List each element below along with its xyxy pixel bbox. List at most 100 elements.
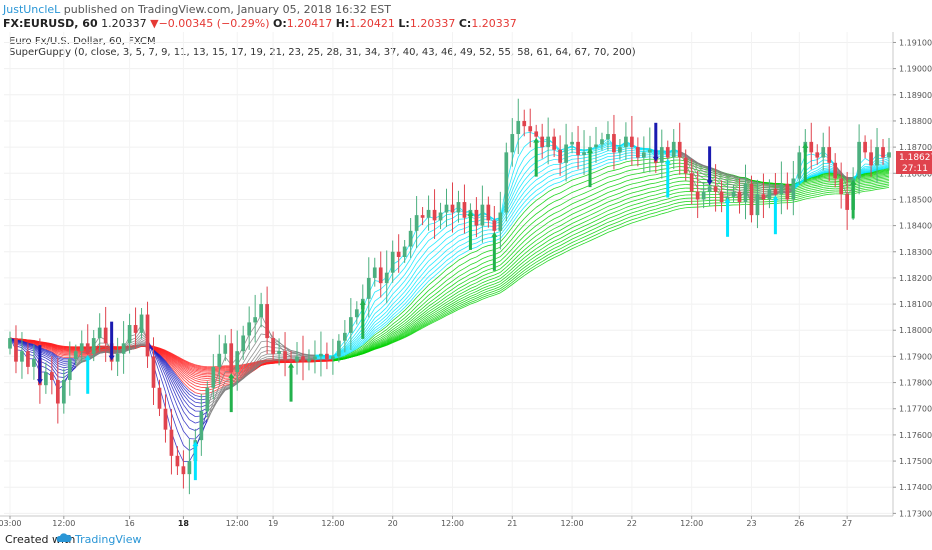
slow-ema-segment xyxy=(565,227,573,232)
slow-ema-segment xyxy=(195,392,202,395)
slow-ema-segment xyxy=(476,295,483,299)
slow-ema-segment xyxy=(523,212,531,219)
price-tick-label: 1.18700 xyxy=(899,143,932,152)
fast-ema-segment xyxy=(715,179,722,185)
candle-body xyxy=(636,147,640,158)
slow-ema-segment xyxy=(882,174,890,177)
fast-ema-segment xyxy=(882,158,890,161)
price-tick-label: 1.19000 xyxy=(899,65,932,74)
slow-ema-segment xyxy=(535,255,543,260)
fast-ema-segment xyxy=(135,345,142,349)
fast-ema-segment xyxy=(165,366,172,378)
slow-ema-segment xyxy=(673,166,680,168)
slow-ema-segment xyxy=(589,216,597,220)
fast-ema-segment xyxy=(177,381,184,392)
slow-ema-segment xyxy=(404,333,411,338)
fast-ema-segment xyxy=(440,260,447,267)
slow-ema-segment xyxy=(811,184,818,187)
author-link[interactable]: JustUncleL xyxy=(3,3,61,16)
slow-ema-segment xyxy=(769,183,776,185)
indicator-legend[interactable]: SuperGuppy (0, close, 3, 5, 7, 9, 11, 13… xyxy=(9,47,636,58)
fast-ema-segment xyxy=(386,303,394,312)
slow-ema-segment xyxy=(882,183,890,186)
time-axis[interactable]: 03:00 12:00 16 18 12:00 19 12:00 20 12:00 21 12:00… xyxy=(0,515,893,528)
fast-ema-segment xyxy=(368,325,376,333)
candle-body xyxy=(307,359,311,362)
slow-ema-segment xyxy=(45,345,52,348)
fast-ema-segment xyxy=(392,287,399,295)
slow-ema-segment xyxy=(410,309,417,317)
slow-ema-segment xyxy=(452,288,459,294)
fast-ema-segment xyxy=(99,351,106,354)
slow-ema-segment xyxy=(553,254,561,258)
slow-ema-segment xyxy=(422,313,429,319)
fast-ema-segment xyxy=(344,349,352,355)
slow-ema-segment xyxy=(517,245,525,252)
fast-ema-segment xyxy=(870,164,878,169)
fast-ema-segment xyxy=(57,371,64,375)
fast-ema-segment xyxy=(159,355,166,364)
slow-ema-segment xyxy=(398,320,405,326)
series-legend[interactable]: Euro Fx/U.S. Dollar, 60, FXCM xyxy=(9,36,156,47)
slow-ema-segment xyxy=(571,220,579,224)
slow-ema-segment xyxy=(386,339,393,344)
fast-ema-segment xyxy=(517,186,525,196)
fast-ema-segment xyxy=(685,154,692,159)
slow-ema-segment xyxy=(416,307,423,314)
time-tick-label: 21 xyxy=(507,519,517,528)
tradingview-brand[interactable]: TradingView xyxy=(75,533,142,546)
slow-ema-segment xyxy=(876,169,884,171)
slow-ema-segment xyxy=(649,215,656,218)
fast-ema-segment xyxy=(434,231,441,237)
fast-ema-segment xyxy=(422,232,429,241)
fast-ema-segment xyxy=(876,168,884,170)
slow-ema-segment xyxy=(823,188,830,190)
slow-ema-segment xyxy=(416,318,423,323)
chart-frame[interactable]: 1.191001.190001.189001.188001.187001.186… xyxy=(0,32,932,528)
fast-ema-segment xyxy=(290,351,298,354)
slow-ema-segment xyxy=(165,351,172,356)
fast-ema-segment xyxy=(189,406,196,412)
candle-body xyxy=(647,149,652,153)
slow-ema-segment xyxy=(392,332,399,337)
price-axis[interactable]: 1.191001.190001.189001.188001.187001.186… xyxy=(892,32,932,528)
slow-ema-segment xyxy=(368,342,375,348)
slow-ema-segment xyxy=(733,184,740,186)
open-label: O: xyxy=(273,17,287,30)
slow-ema-segment xyxy=(410,329,417,334)
time-tick-label: 19 xyxy=(268,519,278,528)
slow-ema-segment xyxy=(882,167,890,170)
slow-ema-segment xyxy=(350,355,357,358)
slow-ema-segment xyxy=(547,232,555,237)
slow-ema-segment xyxy=(595,224,603,229)
slow-ema-segment xyxy=(476,271,483,276)
candle-body xyxy=(121,343,126,354)
price-chart[interactable]: 1.191001.190001.189001.188001.187001.186… xyxy=(0,32,932,528)
fast-ema-segment xyxy=(398,300,405,307)
slow-ema-segment xyxy=(882,185,890,188)
slow-ema-segment xyxy=(494,278,501,282)
slow-ema-segment xyxy=(625,196,633,200)
slow-ema-segment xyxy=(823,179,830,181)
slow-ema-segment xyxy=(876,175,884,178)
fast-ema-segment xyxy=(452,218,459,224)
fast-ema-segment xyxy=(242,359,250,370)
slow-ema-segment xyxy=(189,379,196,384)
slow-ema-segment xyxy=(583,230,591,235)
fast-ema-segment xyxy=(410,289,417,298)
slow-ema-segment xyxy=(631,182,638,185)
slow-ema-segment xyxy=(715,185,722,187)
fast-ema-segment xyxy=(523,159,531,167)
slow-ema-segment xyxy=(553,204,561,209)
slow-ema-segment xyxy=(805,197,812,200)
fast-ema-segment xyxy=(386,311,393,319)
slow-ema-segment xyxy=(476,247,483,252)
slow-ema-segment xyxy=(189,364,196,368)
fast-ema-segment xyxy=(236,368,244,378)
slow-ema-segment xyxy=(57,344,64,347)
slow-ema-segment xyxy=(637,180,644,184)
slow-ema-segment xyxy=(189,376,196,381)
candle-body xyxy=(337,340,341,357)
fast-ema-segment xyxy=(57,360,64,364)
fast-ema-segment xyxy=(733,175,740,179)
